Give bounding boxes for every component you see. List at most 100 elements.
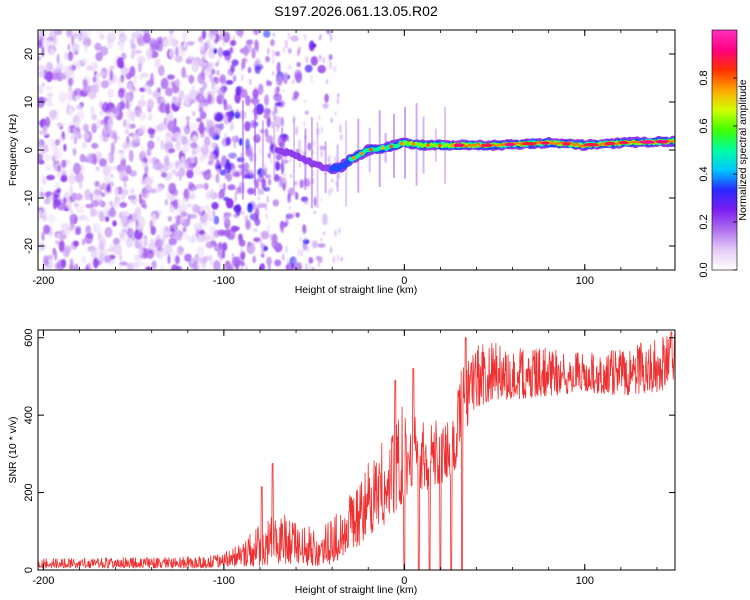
noise-blob: [206, 120, 215, 128]
noise-blob: [132, 261, 140, 269]
noise-blob: [143, 176, 153, 186]
noise-blob: [168, 182, 177, 194]
spectrogram-y-tick-label: 0: [23, 147, 35, 153]
noise-blob: [43, 198, 51, 205]
noise-blob: [285, 40, 288, 49]
noise-blob: [104, 226, 113, 238]
noise-blob: [300, 260, 303, 266]
snr-ticks: -200 -100 0 100 0 200 400 600: [23, 329, 675, 587]
noise-blob: [90, 208, 98, 217]
noise-blob: [174, 255, 180, 265]
noise-blob: [231, 261, 234, 268]
noise-blob: [212, 34, 216, 41]
noise-blob: [203, 255, 212, 262]
spectrogram-background: [38, 30, 675, 270]
ridge-peak: [389, 144, 394, 149]
noise-blob: [285, 213, 294, 219]
noise-blob: [334, 66, 337, 73]
noise-blob: [91, 142, 99, 149]
noise-blob: [44, 191, 54, 196]
noise-blob: [107, 88, 115, 99]
noise-blob: [234, 197, 237, 203]
noise-blob: [46, 214, 56, 224]
noise-blob: [124, 129, 130, 135]
noise-blob: [173, 199, 179, 210]
noise-blob: [275, 162, 282, 171]
noise-blob: [126, 109, 134, 120]
noise-blob: [265, 186, 268, 191]
noise-blob: [227, 184, 236, 191]
noise-blob: [222, 242, 228, 252]
noise-blob: [198, 100, 204, 112]
noise-blob: [307, 142, 312, 151]
noise-blob: [272, 57, 275, 65]
noise-blob: [142, 238, 149, 248]
noise-blob: [194, 255, 203, 263]
snr-y-axis-label: SNR (10 * v/v): [7, 416, 19, 483]
noise-blob: [258, 148, 261, 154]
noise-blob: [272, 199, 279, 207]
noise-blob: [153, 43, 160, 51]
noise-blob: [161, 238, 165, 247]
noise-blob: [318, 54, 321, 62]
ridge-peak: [452, 143, 465, 147]
noise-blob: [297, 248, 301, 256]
noise-blob: [175, 140, 182, 151]
noise-blob: [282, 89, 285, 93]
noise-blob: [276, 61, 281, 74]
noise-blob: [127, 227, 134, 239]
noise-blob: [337, 254, 340, 262]
noise-blob: [99, 34, 105, 40]
noise-blob: [274, 105, 277, 109]
noise-blob: [322, 213, 328, 226]
noise-blob: [317, 243, 326, 248]
colorbar-ticks: 0.0 0.2 0.4 0.6 0.8: [698, 70, 737, 278]
noise-blob: [58, 91, 67, 103]
noise-blob: [148, 89, 152, 94]
noise-blob: [54, 116, 59, 121]
noise-blob: [94, 42, 102, 51]
noise-blob: [124, 92, 132, 102]
noise-blob: [271, 111, 275, 115]
noise-blob: [113, 237, 120, 246]
noise-blob: [149, 157, 153, 165]
noise-blob: [223, 104, 233, 111]
noise-blob: [38, 39, 43, 49]
noise-blob: [154, 186, 163, 193]
noise-blob: [308, 264, 311, 270]
noise-blob: [82, 85, 92, 94]
noise-blob: [181, 156, 185, 162]
noise-blob: [238, 30, 244, 39]
noise-blob: [227, 57, 230, 63]
noise-blob: [158, 248, 165, 257]
snr-frame: [37, 329, 676, 571]
noise-blob: [94, 180, 100, 187]
noise-blob: [311, 267, 314, 270]
noise-blob: [101, 80, 109, 89]
spectrogram-y-tick-label: 20: [23, 48, 35, 60]
snr-x-tick-label: -200: [32, 575, 54, 587]
noise-blob: [85, 203, 93, 209]
noise-blob: [286, 259, 289, 265]
snr-x-tick-label: -100: [213, 575, 235, 587]
spectrogram-x-tick-label: -100: [213, 275, 235, 287]
noise-blob: [264, 94, 269, 106]
noise-blob: [98, 198, 104, 206]
noise-blob: [84, 42, 88, 53]
noise-blob: [152, 156, 157, 165]
noise-blob: [263, 114, 270, 119]
noise-blob: [220, 30, 223, 42]
noise-blob: [116, 57, 124, 69]
colorbar-label: Normalized spectral amplitude: [737, 79, 749, 220]
noise-blob: [273, 93, 282, 102]
noise-blob: [287, 199, 290, 204]
noise-blob: [141, 187, 150, 199]
colorbar-tick-label: 0.8: [698, 70, 710, 85]
noise-blob: [303, 121, 306, 128]
noise-blob: [143, 32, 151, 44]
noise-blob: [238, 187, 241, 192]
noise-blob: [320, 127, 323, 133]
noise-blob: [86, 65, 94, 71]
noise-blob: [209, 193, 219, 198]
noise-blob: [228, 152, 237, 159]
